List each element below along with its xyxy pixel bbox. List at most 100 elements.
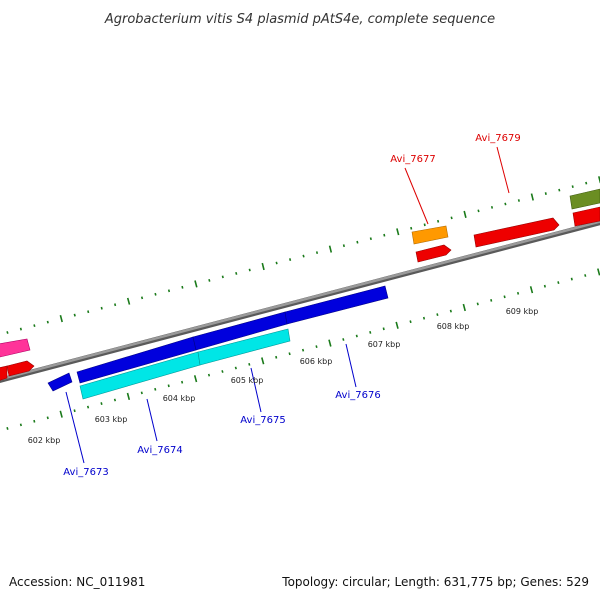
scale-label-608kbp: 608 kbp [437, 322, 470, 331]
gene-label-avi-7674: Avi_7674 [137, 445, 182, 456]
scale-tick-major [261, 262, 265, 271]
topology-text: Topology: circular; Length: 631,775 bp; … [281, 575, 589, 589]
scale-tick-minor [355, 334, 358, 338]
scale-tick-major [597, 268, 600, 276]
scale-tick-minor [140, 391, 143, 395]
leader-line-avi-7676 [345, 343, 357, 388]
feature-reverse-blue [47, 372, 73, 392]
scale-tick-minor [46, 320, 49, 324]
scale-tick-minor [544, 192, 547, 195]
scale-tick-minor [543, 284, 546, 288]
scale-tick-major [193, 375, 198, 383]
scale-tick-minor [369, 330, 372, 334]
scale-tick-minor [234, 366, 237, 370]
leader-line-avi-7674 [146, 398, 158, 442]
scale-label-602kbp: 602 kbp [28, 436, 61, 445]
scale-tick-minor [516, 291, 520, 295]
scale-tick-minor [409, 320, 412, 324]
scale-tick-minor [288, 352, 291, 356]
scale-tick-minor [315, 251, 319, 254]
gene-label-avi-7677: Avi_7677 [390, 154, 435, 165]
scale-tick-minor [207, 373, 211, 377]
scale-tick-minor [33, 324, 36, 327]
scale-label-607kbp: 607 kbp [368, 340, 401, 349]
scale-tick-minor [571, 185, 574, 188]
scale-tick-minor [221, 275, 224, 279]
feature-forward-red [415, 244, 452, 263]
scale-tick-minor [140, 296, 144, 300]
scale-tick-minor [167, 384, 170, 388]
accession-text: Accession: NC_011981 [9, 575, 145, 589]
scale-tick-minor [235, 271, 238, 275]
scale-tick-minor [19, 423, 22, 427]
scale-tick-minor [208, 278, 211, 282]
leader-line-avi-7677 [404, 167, 429, 225]
scale-tick-minor [383, 233, 386, 237]
feature-reverse-blue [284, 285, 389, 325]
scale-tick-minor [87, 310, 90, 314]
scale-tick-minor [114, 303, 117, 307]
scale-tick-major [530, 193, 534, 201]
scale-label-605kbp: 605 kbp [231, 376, 264, 385]
scale-tick-minor [369, 237, 372, 241]
scale-tick-minor [342, 338, 345, 341]
scale-tick-minor [437, 219, 440, 223]
gene-label-avi-7673: Avi_7673 [63, 467, 108, 478]
scale-tick-major [396, 228, 400, 236]
backbone-line [0, 220, 600, 381]
scale-tick-major [126, 392, 131, 401]
scale-tick-minor [100, 306, 103, 310]
scale-tick-minor [422, 316, 426, 320]
scale-tick-major [194, 280, 198, 288]
scale-tick-minor [477, 209, 480, 213]
map-title: Agrobacterium vitis S4 plasmid pAtS4e, c… [104, 12, 495, 27]
scale-tick-minor [356, 240, 359, 244]
gene-label-avi-7676: Avi_7676 [335, 390, 380, 401]
feature-forward-red [572, 206, 600, 227]
scale-tick-major [529, 286, 534, 294]
scale-tick-minor [301, 348, 305, 352]
scale-tick-minor [181, 285, 184, 289]
scale-tick-minor [221, 370, 224, 373]
scale-tick-minor [490, 206, 494, 209]
scale-tick-minor [181, 380, 184, 384]
feature-forward-red [473, 217, 560, 248]
scale-tick-major [328, 245, 333, 253]
feature-forward-olive [569, 188, 600, 210]
scale-tick-minor [100, 402, 103, 405]
scale-label-604kbp: 604 kbp [163, 394, 196, 403]
scale-tick-minor [423, 223, 426, 227]
feature-forward-orange [411, 225, 449, 245]
leader-line-avi-7675 [250, 367, 262, 413]
scale-tick-minor [570, 277, 573, 281]
outer-tick-row [6, 176, 600, 334]
scale-tick-minor [19, 327, 22, 331]
scale-tick-minor [154, 387, 157, 391]
scale-tick-major [395, 321, 399, 329]
scale-tick-minor [315, 345, 318, 348]
scale-tick-minor [449, 309, 452, 313]
scale-tick-minor [410, 226, 413, 230]
scale-label-606kbp: 606 kbp [300, 357, 333, 366]
feature-forward-red [6, 360, 35, 377]
scale-tick-minor [275, 261, 278, 265]
scale-tick-minor [46, 416, 49, 420]
scale-tick-minor [6, 426, 9, 430]
leader-line-avi-7679 [496, 146, 510, 194]
gene-label-avi-7675: Avi_7675 [240, 415, 285, 426]
scale-tick-major [59, 410, 63, 418]
scale-tick-major [463, 210, 467, 218]
scale-tick-minor [73, 409, 76, 413]
scale-tick-minor [167, 289, 171, 293]
scale-tick-minor [585, 181, 588, 185]
scale-label-609kbp: 609 kbp [506, 307, 539, 316]
scale-tick-minor [248, 363, 251, 366]
scale-tick-minor [436, 313, 439, 316]
scale-tick-minor [289, 258, 292, 261]
inner-tick-row [6, 268, 600, 430]
scale-tick-major [261, 357, 265, 365]
scale-tick-minor [6, 331, 9, 334]
scale-tick-minor [382, 327, 385, 331]
scale-tick-minor [33, 419, 36, 423]
